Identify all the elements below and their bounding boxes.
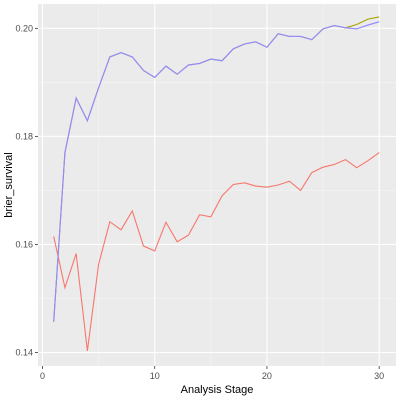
x-axis-title: Analysis Stage [181, 384, 254, 396]
y-tick-label: 0.14 [15, 347, 33, 357]
y-axis-title: brier_survival [3, 152, 15, 217]
x-tick-label: 10 [150, 371, 160, 381]
series-line-1 [53, 152, 380, 351]
x-tick-label: 20 [262, 371, 272, 381]
y-axis-tick-labels: 0.14 0.16 0.18 0.20 [15, 23, 33, 357]
major-gridlines [38, 4, 396, 366]
series-line-4 [53, 21, 380, 322]
x-tick-label: 30 [374, 371, 384, 381]
x-axis-tick-labels: 0 10 20 30 [40, 371, 384, 381]
series-lines [53, 16, 380, 351]
y-tick-label: 0.16 [15, 239, 33, 249]
axis-ticks [35, 27, 380, 369]
minor-gridlines [38, 4, 396, 366]
x-tick-label: 0 [40, 371, 45, 381]
y-tick-label: 0.18 [15, 131, 33, 141]
y-tick-label: 0.20 [15, 23, 33, 33]
plot-panel [38, 4, 396, 366]
